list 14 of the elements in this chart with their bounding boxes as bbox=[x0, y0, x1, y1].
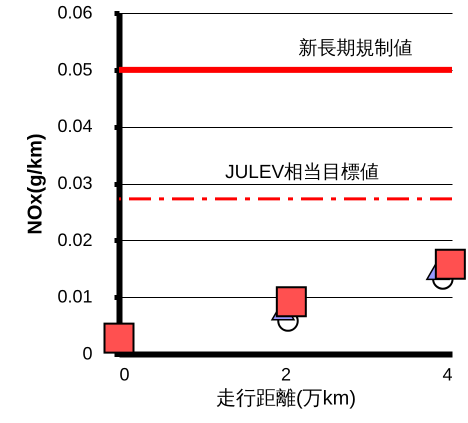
y-tick-label: 0.01 bbox=[57, 286, 92, 307]
y-tick-label: 0.02 bbox=[57, 230, 92, 250]
y-tick-label: 0.03 bbox=[57, 173, 92, 193]
y-tick-label: 0.05 bbox=[57, 59, 92, 80]
ref-line-label: 新長期規制値 bbox=[298, 36, 412, 59]
x-tick-label: 0 bbox=[120, 364, 130, 384]
x-tick-label: 4 bbox=[442, 364, 452, 384]
y-axis-title: NOx(g/km) bbox=[24, 133, 46, 235]
y-tick-label: 0.04 bbox=[57, 116, 92, 136]
ref-line-label: JULEV相当目標値 bbox=[225, 162, 380, 183]
y-tick-label: 0.06 bbox=[57, 2, 92, 22]
x-tick-label: 2 bbox=[280, 364, 292, 384]
y-tick-label: 0 bbox=[82, 344, 92, 364]
x-axis-title: 走行距離(万km) bbox=[216, 388, 356, 410]
